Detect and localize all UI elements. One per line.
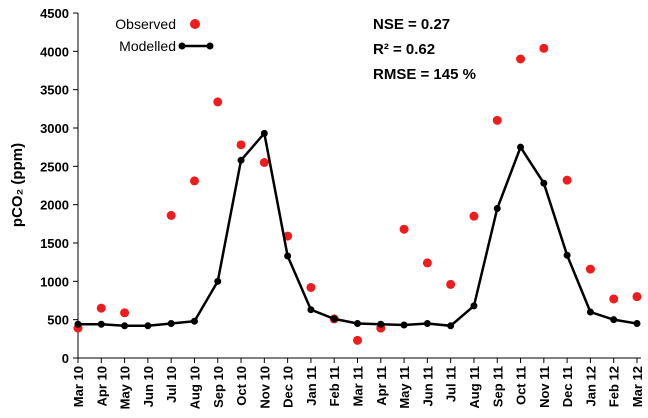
- observed-point: [539, 43, 549, 53]
- legend-marker: [178, 42, 186, 50]
- observed-point: [120, 308, 130, 318]
- y-tick-label: 4000: [40, 44, 69, 59]
- x-tick-label: Jan 11: [304, 366, 319, 406]
- x-tick-label: Jun 10: [141, 366, 156, 407]
- observed-point: [469, 211, 479, 221]
- x-tick-label: Mar 10: [71, 366, 86, 407]
- x-tick-label: Apr 10: [94, 366, 109, 406]
- y-tick-label: 0: [62, 351, 69, 366]
- annotation: NSE = 0.27: [373, 16, 450, 33]
- modelled-point: [121, 322, 129, 330]
- x-tick-label: Feb 12: [607, 366, 622, 407]
- x-tick-label: Aug 11: [467, 366, 482, 409]
- modelled-point: [423, 320, 431, 327]
- modelled-point: [330, 315, 338, 323]
- y-tick-label: 2500: [40, 159, 69, 174]
- x-tick-label: Dec 10: [281, 366, 296, 408]
- x-tick-label: Jul 10: [164, 366, 179, 403]
- x-tick-label: Jan 12: [583, 366, 598, 406]
- observed-point: [306, 282, 316, 292]
- x-tick-label: Nov 11: [537, 366, 552, 408]
- y-tick-label: 1000: [40, 274, 69, 289]
- observed-point: [422, 258, 432, 268]
- y-tick-label: 2000: [40, 198, 69, 213]
- modelled-point: [586, 308, 594, 316]
- modelled-point: [97, 320, 105, 328]
- y-axis-label: pCO₂ (ppm): [9, 143, 26, 227]
- observed-point: [353, 335, 362, 345]
- x-tick-label: Sep 11: [490, 366, 505, 407]
- y-tick-label: 3500: [40, 83, 69, 98]
- observed-point: [609, 294, 619, 304]
- modelled-point: [260, 129, 268, 137]
- modelled-point: [447, 322, 455, 330]
- modelled-point: [563, 251, 571, 259]
- observed-point: [399, 224, 409, 234]
- observed-point: [516, 54, 526, 64]
- x-tick-label: Jun 11: [420, 366, 435, 406]
- x-tick-label: Mar 11: [351, 366, 366, 406]
- annotation: R² = 0.62: [373, 41, 435, 58]
- modelled-point: [377, 320, 385, 328]
- observed-point: [446, 279, 456, 289]
- y-tick-label: 500: [47, 313, 69, 328]
- observed-point: [492, 115, 502, 125]
- x-tick-label: Nov 10: [257, 366, 272, 409]
- x-tick-label: Feb 11: [327, 366, 342, 406]
- x-tick-label: Aug 10: [187, 366, 202, 409]
- modelled-point: [167, 320, 175, 327]
- x-tick-label: May 10: [118, 366, 133, 409]
- modelled-line: [78, 130, 638, 328]
- observed-point: [166, 210, 176, 220]
- observed-point: [96, 303, 106, 313]
- modelled-point: [190, 317, 198, 325]
- x-tick-label: Oct 11: [514, 366, 529, 405]
- y-tick-label: 1500: [40, 236, 69, 251]
- x-tick-label: Apr 11: [374, 366, 389, 406]
- modelled-point: [633, 320, 641, 327]
- observed-point: [632, 292, 642, 302]
- modelled-point: [74, 320, 82, 328]
- observed-point: [236, 140, 246, 150]
- observed-point: [585, 264, 595, 274]
- x-tick-label: Dec 11: [560, 366, 575, 407]
- modelled-point: [400, 321, 408, 329]
- observed-point: [189, 176, 199, 186]
- legend-marker: [206, 42, 214, 50]
- modelled-point: [354, 320, 361, 327]
- legend-marker: [190, 19, 200, 29]
- observed-point: [213, 97, 223, 107]
- modelled-point: [144, 322, 152, 330]
- annotation: RMSE = 145 %: [373, 66, 476, 83]
- modelled-point: [610, 316, 618, 324]
- modelled-point: [214, 277, 222, 285]
- y-tick-label: 4500: [40, 6, 69, 21]
- observed-point: [259, 158, 269, 167]
- modelled-point: [237, 156, 245, 164]
- modelled-point: [517, 143, 525, 151]
- legend-label: Observed: [115, 16, 176, 32]
- modelled-point: [284, 252, 292, 260]
- observed-point: [562, 175, 572, 185]
- modelled-point: [307, 306, 315, 314]
- x-tick-label: Mar 12: [630, 366, 645, 407]
- x-tick-label: Oct 10: [234, 366, 249, 406]
- y-tick-label: 3000: [40, 121, 69, 136]
- modelled-point: [470, 302, 478, 310]
- legend-label: Modelled: [119, 38, 176, 54]
- modelled-point: [493, 205, 501, 212]
- modelled-point: [540, 179, 548, 187]
- x-tick-label: Jul 11: [444, 366, 459, 402]
- x-tick-label: May 11: [397, 366, 412, 409]
- x-tick-label: Sep 10: [211, 366, 226, 408]
